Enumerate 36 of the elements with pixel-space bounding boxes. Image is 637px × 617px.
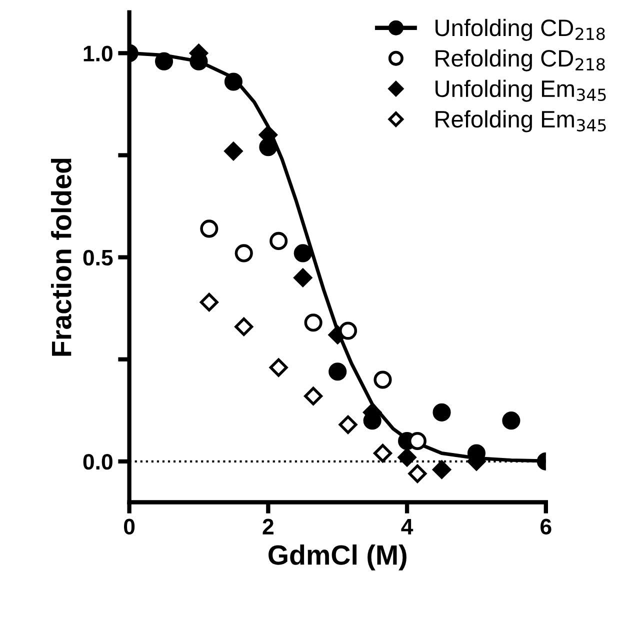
point (234, 244, 253, 262)
y-axis-title: Fraction folded (51, 158, 72, 356)
x-tick-label: 2 (262, 518, 274, 534)
x-tick-label: 0 (124, 518, 135, 535)
legend-label: Unfolding CD$_{218}$ (436, 18, 605, 41)
x-tick-label: 4 (401, 519, 414, 534)
legend-label: Refolding CD$_{218}$ (436, 49, 605, 72)
point (374, 370, 392, 389)
point (224, 142, 243, 160)
point (432, 460, 452, 479)
point (304, 314, 322, 332)
y-tick-label: 0.5 (83, 250, 113, 266)
point (338, 415, 358, 434)
point (304, 386, 323, 406)
point (294, 244, 312, 262)
point (432, 403, 451, 422)
point (200, 220, 218, 238)
point (270, 232, 288, 250)
x-axis-title: GdmCl (M) (268, 544, 406, 570)
point (398, 448, 416, 467)
point (269, 358, 288, 377)
y-tick-label: 0.0 (83, 454, 112, 470)
legend-label: Unfolding Em$_{345}$ (436, 80, 606, 102)
point (408, 464, 427, 483)
y-tick-label: 1.0 (84, 46, 112, 62)
point (294, 268, 312, 287)
point (155, 52, 174, 70)
point (373, 444, 392, 462)
point (338, 322, 358, 340)
point (502, 412, 520, 430)
point (200, 292, 218, 312)
x-tick-label: 6 (540, 518, 552, 535)
point (224, 72, 242, 91)
point (234, 317, 254, 336)
point (328, 362, 347, 381)
legend-label: Refolding Em$_{345}$ (436, 110, 606, 132)
